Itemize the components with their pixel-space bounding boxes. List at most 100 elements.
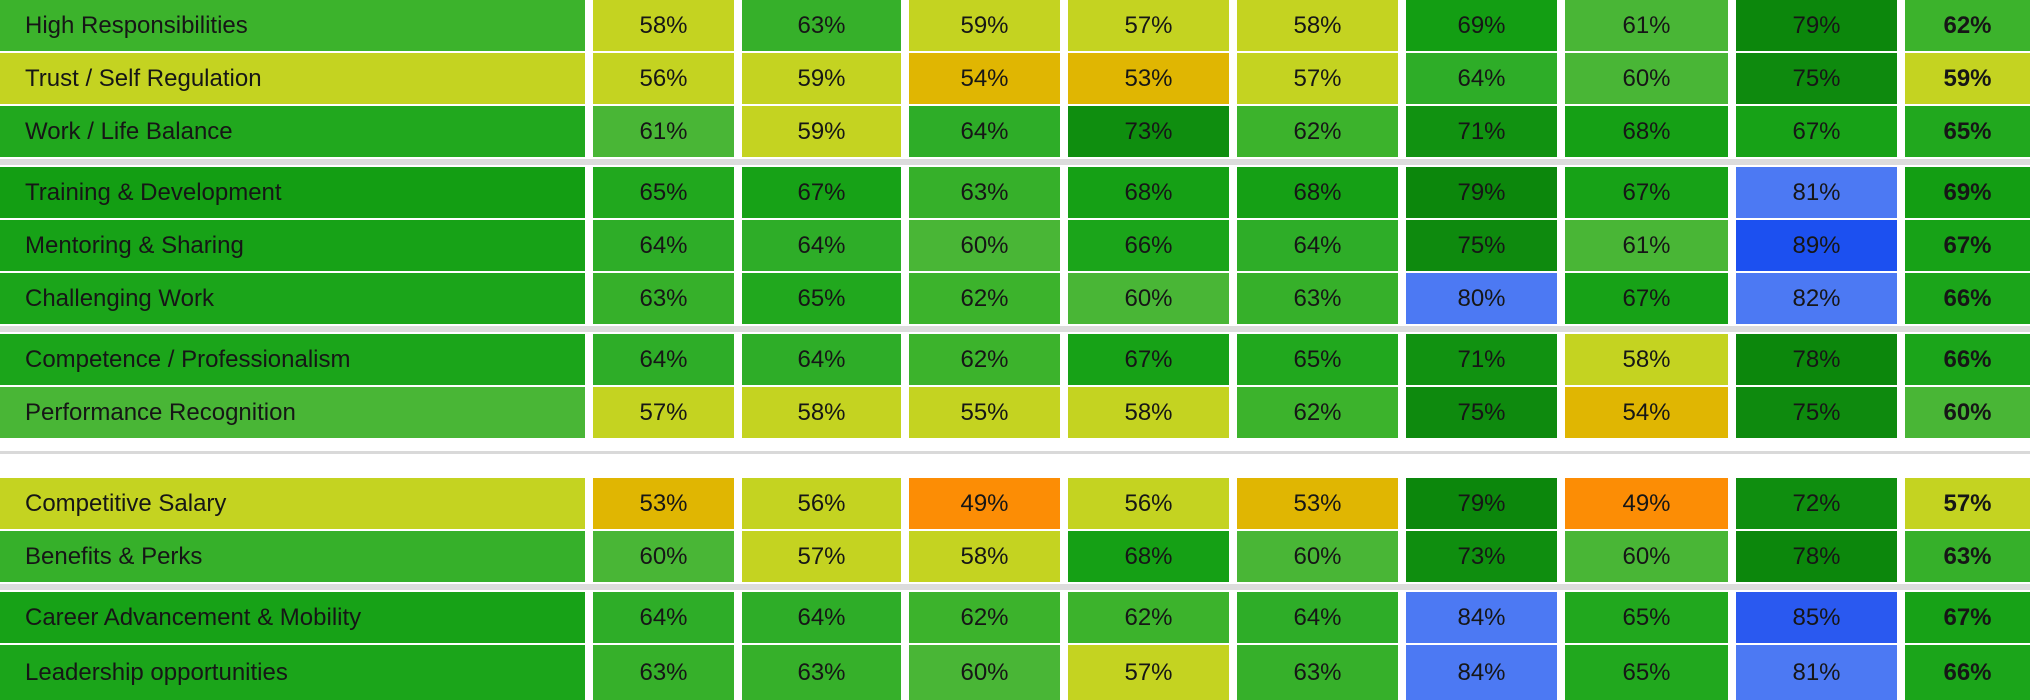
row-label: Benefits & Perks bbox=[0, 531, 585, 582]
value-cell: 80% bbox=[1406, 273, 1557, 324]
row-label: Performance Recognition bbox=[0, 387, 585, 438]
value-cell: 79% bbox=[1406, 478, 1557, 529]
heatmap-row: Competence / Professionalism 64% 64% 62% 67… bbox=[0, 334, 2030, 385]
value-cell: 75% bbox=[1736, 53, 1897, 104]
value-cell: 73% bbox=[1406, 531, 1557, 582]
value-cell: 65% bbox=[1565, 645, 1728, 700]
total-cell: 57% bbox=[1905, 478, 2030, 529]
value-cell: 64% bbox=[1237, 220, 1398, 271]
row-label: Challenging Work bbox=[0, 273, 585, 324]
value-cell: 64% bbox=[909, 106, 1060, 157]
value-cell: 58% bbox=[1565, 334, 1728, 385]
total-cell: 69% bbox=[1905, 167, 2030, 218]
total-cell: 66% bbox=[1905, 645, 2030, 700]
row-label: Training & Development bbox=[0, 167, 585, 218]
value-cell: 57% bbox=[1068, 645, 1229, 700]
row-label: Leadership opportunities bbox=[0, 645, 585, 700]
value-cell: 57% bbox=[742, 531, 901, 582]
value-cell: 63% bbox=[593, 273, 734, 324]
value-cell: 63% bbox=[742, 645, 901, 700]
value-cell: 78% bbox=[1736, 531, 1897, 582]
value-cell: 75% bbox=[1736, 387, 1897, 438]
value-cell: 64% bbox=[593, 334, 734, 385]
value-cell: 62% bbox=[909, 592, 1060, 643]
value-cell: 60% bbox=[1068, 273, 1229, 324]
group-separator bbox=[0, 326, 2030, 332]
total-cell: 65% bbox=[1905, 106, 2030, 157]
value-cell: 81% bbox=[1736, 645, 1897, 700]
row-label: Career Advancement & Mobility bbox=[0, 592, 585, 643]
value-cell: 68% bbox=[1565, 106, 1728, 157]
heatmap-row: Work / Life Balance 61% 59% 64% 73% 62% 71% 68… bbox=[0, 106, 2030, 157]
value-cell: 64% bbox=[742, 592, 901, 643]
value-cell: 62% bbox=[1237, 106, 1398, 157]
value-cell: 67% bbox=[1068, 334, 1229, 385]
heatmap-row: High Responsibilities 58% 63% 59% 57% 58% 69%… bbox=[0, 0, 2030, 51]
value-cell: 63% bbox=[1237, 645, 1398, 700]
value-cell: 64% bbox=[1406, 53, 1557, 104]
value-cell: 54% bbox=[1565, 387, 1728, 438]
row-label: Competence / Professionalism bbox=[0, 334, 585, 385]
total-cell: 62% bbox=[1905, 0, 2030, 51]
value-cell: 75% bbox=[1406, 387, 1557, 438]
value-cell: 53% bbox=[593, 478, 734, 529]
value-cell: 59% bbox=[909, 0, 1060, 51]
value-cell: 65% bbox=[1237, 334, 1398, 385]
value-cell: 49% bbox=[909, 478, 1060, 529]
value-cell: 64% bbox=[593, 220, 734, 271]
total-cell: 63% bbox=[1905, 531, 2030, 582]
section-separator bbox=[0, 451, 2030, 476]
value-cell: 57% bbox=[1068, 0, 1229, 51]
group-separator bbox=[0, 584, 2030, 590]
value-cell: 58% bbox=[593, 0, 734, 51]
row-label: Mentoring & Sharing bbox=[0, 220, 585, 271]
total-cell: 60% bbox=[1905, 387, 2030, 438]
value-cell: 89% bbox=[1736, 220, 1897, 271]
value-cell: 78% bbox=[1736, 334, 1897, 385]
value-cell: 60% bbox=[909, 645, 1060, 700]
value-cell: 64% bbox=[1237, 592, 1398, 643]
value-cell: 57% bbox=[1237, 53, 1398, 104]
row-label: High Responsibilities bbox=[0, 0, 585, 51]
value-cell: 84% bbox=[1406, 592, 1557, 643]
value-cell: 68% bbox=[1237, 167, 1398, 218]
value-cell: 58% bbox=[909, 531, 1060, 582]
heatmap-row: Training & Development 65% 67% 63% 68% 68% 79… bbox=[0, 167, 2030, 218]
value-cell: 61% bbox=[1565, 0, 1728, 51]
value-cell: 82% bbox=[1736, 273, 1897, 324]
value-cell: 54% bbox=[909, 53, 1060, 104]
value-cell: 58% bbox=[1068, 387, 1229, 438]
value-cell: 64% bbox=[742, 334, 901, 385]
value-cell: 71% bbox=[1406, 334, 1557, 385]
value-cell: 63% bbox=[593, 645, 734, 700]
value-cell: 60% bbox=[593, 531, 734, 582]
value-cell: 57% bbox=[593, 387, 734, 438]
value-cell: 65% bbox=[742, 273, 901, 324]
heatmap-row: Benefits & Perks 60% 57% 58% 68% 60% 73% 60% 78… bbox=[0, 531, 2030, 582]
value-cell: 60% bbox=[1565, 531, 1728, 582]
value-cell: 59% bbox=[742, 53, 901, 104]
value-cell: 59% bbox=[742, 106, 901, 157]
section-divider-line bbox=[0, 451, 2030, 454]
value-cell: 64% bbox=[742, 220, 901, 271]
heatmap-row: Performance Recognition 57% 58% 55% 58% 62% 7… bbox=[0, 387, 2030, 438]
value-cell: 81% bbox=[1736, 167, 1897, 218]
value-cell: 53% bbox=[1068, 53, 1229, 104]
value-cell: 61% bbox=[593, 106, 734, 157]
value-cell: 68% bbox=[1068, 531, 1229, 582]
total-cell: 66% bbox=[1905, 334, 2030, 385]
total-cell: 66% bbox=[1905, 273, 2030, 324]
heatmap-row: Challenging Work 63% 65% 62% 60% 63% 80% 67% 82… bbox=[0, 273, 2030, 324]
value-cell: 67% bbox=[1736, 106, 1897, 157]
value-cell: 72% bbox=[1736, 478, 1897, 529]
value-cell: 67% bbox=[1565, 273, 1728, 324]
value-cell: 58% bbox=[742, 387, 901, 438]
value-cell: 68% bbox=[1068, 167, 1229, 218]
value-cell: 84% bbox=[1406, 645, 1557, 700]
value-cell: 66% bbox=[1068, 220, 1229, 271]
value-cell: 63% bbox=[1237, 273, 1398, 324]
value-cell: 63% bbox=[742, 0, 901, 51]
value-cell: 55% bbox=[909, 387, 1060, 438]
value-cell: 53% bbox=[1237, 478, 1398, 529]
